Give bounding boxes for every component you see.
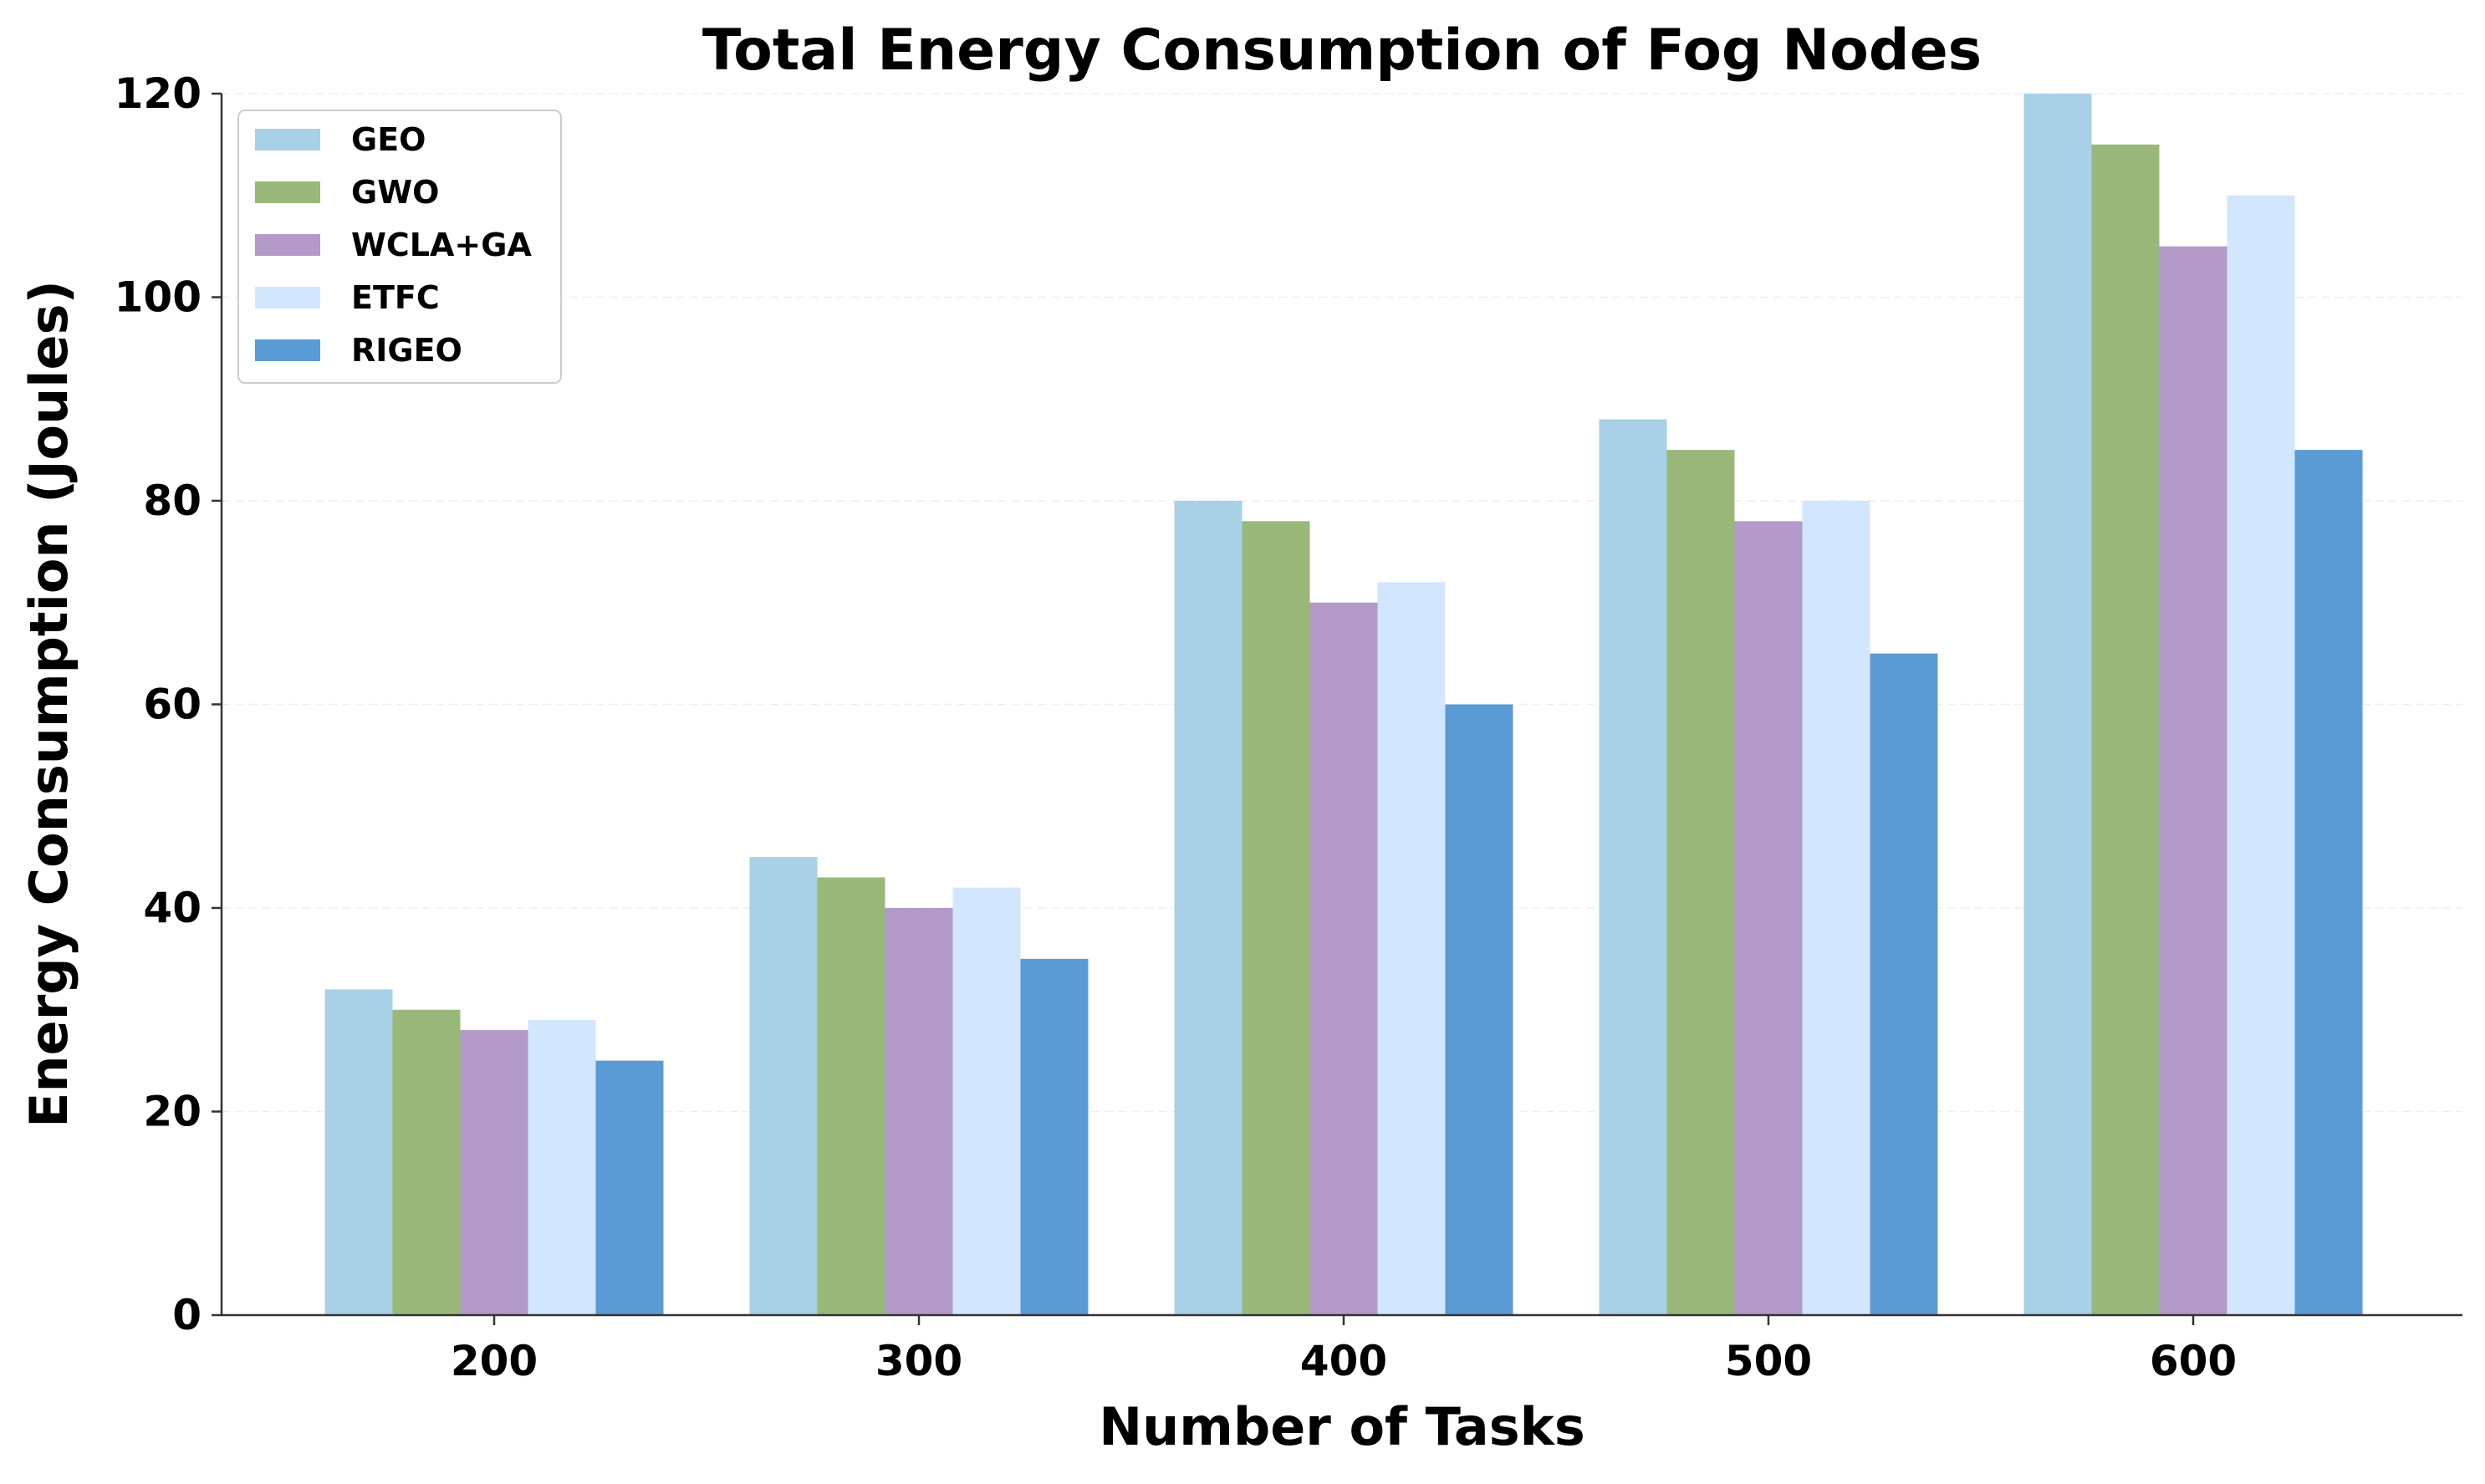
bar-gwo-500 xyxy=(1666,450,1735,1315)
bar-etfc-500 xyxy=(1802,501,1870,1315)
y-tick-label: 20 xyxy=(143,1088,202,1136)
x-tick-label: 500 xyxy=(1725,1337,1812,1385)
bars xyxy=(324,94,2363,1316)
bar-etfc-300 xyxy=(952,887,1021,1315)
bar-rigeo-500 xyxy=(1870,653,1938,1315)
bar-geo-200 xyxy=(324,989,393,1315)
bar-wcla-ga-300 xyxy=(885,908,953,1315)
bar-geo-600 xyxy=(2023,94,2092,1315)
legend-swatch xyxy=(255,129,320,150)
bar-wcla-ga-600 xyxy=(2159,246,2227,1315)
legend-label: ETFC xyxy=(351,279,440,316)
bar-wcla-ga-200 xyxy=(460,1030,528,1315)
y-axis-label: Energy Consumption (Joules) xyxy=(18,280,79,1128)
y-tick-label: 100 xyxy=(115,273,202,322)
y-tick-label: 80 xyxy=(143,477,202,525)
legend-swatch xyxy=(255,339,320,361)
x-tick-label: 200 xyxy=(451,1337,538,1385)
y-axis-ticks: 0 20 40 60 80 100 120 xyxy=(115,69,222,1339)
bar-wcla-ga-500 xyxy=(1734,521,1803,1315)
legend-swatch xyxy=(255,181,320,203)
bar-gwo-300 xyxy=(817,877,885,1315)
bar-geo-500 xyxy=(1599,419,1667,1316)
bar-gwo-200 xyxy=(392,1009,461,1315)
legend-label: GWO xyxy=(351,174,439,211)
bar-rigeo-300 xyxy=(1020,958,1089,1315)
y-tick-label: 40 xyxy=(143,884,202,932)
legend-swatch xyxy=(255,287,320,309)
bar-rigeo-400 xyxy=(1445,704,1513,1315)
bar-gwo-400 xyxy=(1242,521,1310,1315)
bar-rigeo-200 xyxy=(595,1060,664,1315)
legend-swatch xyxy=(255,234,320,256)
legend-frame xyxy=(237,110,562,384)
legend-label: RIGEO xyxy=(351,332,462,369)
x-tick-label: 300 xyxy=(875,1337,962,1385)
bar-wcla-ga-400 xyxy=(1309,602,1378,1315)
y-tick-label: 60 xyxy=(143,681,202,729)
bar-geo-400 xyxy=(1174,501,1242,1315)
bar-geo-300 xyxy=(749,857,818,1315)
x-axis-label: Number of Tasks xyxy=(1099,1396,1585,1457)
legend: GEO GWO WCLA+GA ETFC RIGEO xyxy=(237,110,562,384)
legend-items: GEO GWO WCLA+GA ETFC RIGEO xyxy=(255,121,532,369)
x-tick-label: 400 xyxy=(1300,1337,1387,1385)
x-axis-ticks: 200 300 400 500 600 xyxy=(451,1315,2237,1385)
chart-title: Total Energy Consumption of Fog Nodes xyxy=(702,18,1982,84)
y-tick-label: 120 xyxy=(115,69,202,118)
legend-label: WCLA+GA xyxy=(351,227,532,263)
x-tick-label: 600 xyxy=(2150,1337,2237,1385)
bar-gwo-600 xyxy=(2091,144,2160,1315)
bar-rigeo-600 xyxy=(2294,450,2363,1315)
bar-etfc-200 xyxy=(528,1019,596,1315)
bar-etfc-400 xyxy=(1377,582,1446,1315)
legend-label: GEO xyxy=(351,121,426,158)
bar-etfc-600 xyxy=(2227,195,2295,1315)
y-tick-label: 0 xyxy=(172,1291,202,1339)
